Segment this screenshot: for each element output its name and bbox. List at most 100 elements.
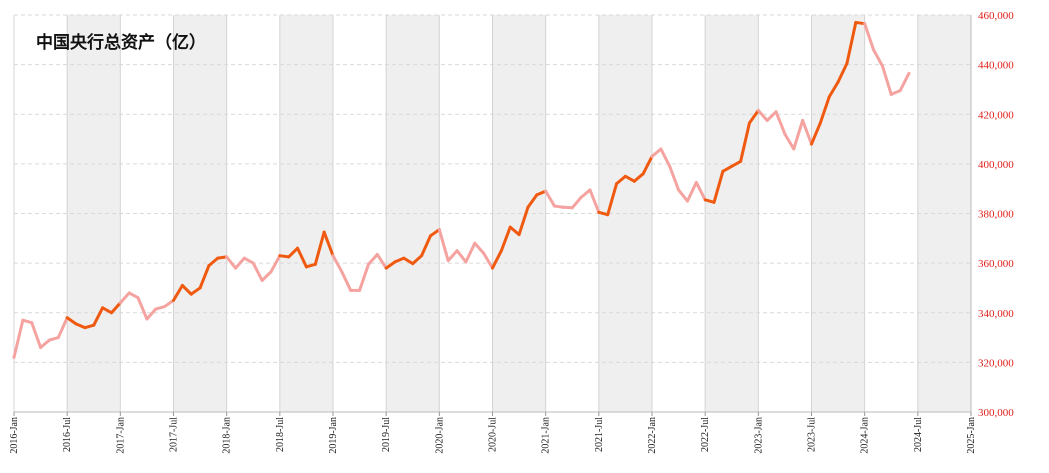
x-tick-label: 2022-Jan — [647, 417, 658, 454]
series-segment — [827, 80, 840, 99]
series-segment — [747, 109, 760, 125]
series-segment — [189, 286, 202, 296]
series-segment — [269, 254, 282, 274]
x-tick-label: 2022-Jul — [700, 417, 711, 452]
x-tick-label: 2019-Jan — [328, 417, 339, 454]
series-segment — [411, 254, 424, 266]
series-segment — [225, 255, 238, 270]
series-segment — [464, 241, 477, 264]
y-tick-label: 400,000 — [978, 159, 1014, 171]
y-tick-label: 360,000 — [978, 258, 1014, 270]
series-segment — [287, 246, 300, 259]
total-assets-series — [12, 20, 911, 359]
x-axis: 2016-Jan 2016-Jul 2017-Jan 2017-Jul 2018-Jan… — [9, 411, 977, 454]
series-segment — [393, 256, 406, 264]
x-tick-label: 2020-Jul — [488, 417, 499, 452]
series-segment — [118, 291, 131, 305]
x-tick-label: 2024-Jan — [860, 417, 871, 454]
series-segment — [508, 225, 521, 237]
y-tick-label: 460,000 — [978, 10, 1014, 22]
series-segment — [836, 61, 849, 84]
series-segment — [127, 291, 140, 300]
series-segment — [251, 261, 264, 282]
series-segment — [39, 338, 51, 349]
series-segment — [739, 121, 751, 163]
series-segment — [21, 318, 34, 325]
series-segment — [340, 270, 353, 292]
x-tick-label: 2021-Jan — [541, 417, 552, 454]
series-segment — [145, 307, 158, 321]
x-tick-label: 2017-Jan — [115, 417, 126, 454]
series-segment — [207, 256, 220, 268]
series-segment — [730, 159, 743, 168]
series-segment — [30, 321, 43, 349]
series-segment — [880, 64, 893, 96]
series-segment — [783, 132, 796, 151]
x-tick-label: 2018-Jul — [275, 417, 286, 452]
series-segment — [384, 260, 397, 270]
x-tick-label: 2023-Jul — [807, 417, 818, 452]
series-segment — [703, 198, 716, 204]
series-segment — [83, 323, 96, 330]
series-segment — [712, 169, 725, 204]
series-segment — [792, 118, 805, 151]
series-segment — [623, 174, 636, 183]
series-segment — [402, 256, 415, 266]
series-segment — [579, 188, 592, 199]
series-segment — [872, 48, 884, 68]
series-segment — [12, 318, 25, 359]
series-segment — [517, 205, 530, 237]
series-segment — [101, 306, 113, 315]
y-tick-label: 300,000 — [978, 407, 1014, 419]
series-segment — [358, 262, 370, 292]
series-segment — [163, 298, 175, 309]
series-segment — [801, 118, 813, 146]
series-segment — [491, 249, 503, 270]
series-segment — [47, 336, 60, 342]
series-segment — [198, 264, 211, 290]
chart-title: 中国央行总资产（亿） — [36, 32, 206, 53]
series-segment — [154, 305, 167, 311]
series-segment — [260, 270, 273, 282]
series-segment — [659, 147, 672, 168]
series-segment — [810, 121, 822, 146]
series-segment — [304, 262, 317, 269]
series-segment — [765, 110, 778, 122]
series-segment — [889, 89, 902, 96]
series-segment — [694, 180, 707, 202]
series-segment — [92, 306, 105, 327]
series-segment — [597, 210, 610, 217]
x-tick-label: 2017-Jul — [169, 417, 180, 452]
series-segment — [109, 301, 122, 315]
series-segment — [180, 283, 193, 296]
series-segment — [677, 188, 689, 203]
x-tick-label: 2025-Jan — [966, 417, 977, 454]
series-segment — [588, 188, 601, 214]
series-segment — [136, 296, 149, 321]
series-segment — [446, 249, 459, 263]
series-segment — [296, 246, 308, 269]
series-segment — [428, 228, 441, 238]
series-segment — [898, 71, 911, 93]
series-segment — [172, 283, 184, 302]
series-segment — [615, 174, 627, 186]
x-tick-label: 2024-Jul — [913, 417, 924, 452]
series-segment — [366, 252, 379, 266]
series-segment — [544, 189, 557, 208]
series-segment — [756, 109, 769, 122]
series-segment — [632, 172, 645, 183]
x-tick-label: 2020-Jan — [434, 417, 445, 454]
series-segment — [455, 249, 468, 264]
series-segment — [313, 230, 326, 266]
series-segment — [420, 234, 432, 258]
y-tick-label: 420,000 — [978, 109, 1014, 121]
series-segment — [331, 254, 344, 274]
vertical-gridlines — [13, 15, 972, 412]
series-segment — [375, 252, 388, 270]
y-tick-label: 340,000 — [978, 308, 1014, 320]
series-segment — [234, 256, 246, 270]
series-segment — [721, 164, 734, 173]
x-tick-label: 2023-Jan — [753, 417, 764, 454]
series-segment — [641, 154, 654, 176]
